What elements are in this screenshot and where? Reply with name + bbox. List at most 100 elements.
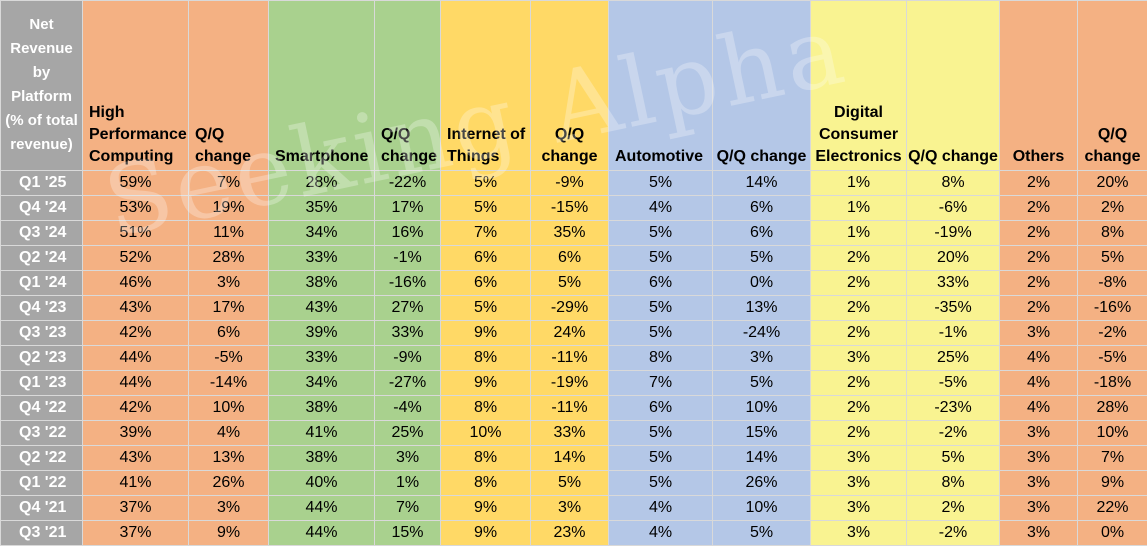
- table-cell: 33%: [375, 321, 441, 346]
- table-cell: 3%: [811, 346, 907, 371]
- table-cell: 34%: [269, 371, 375, 396]
- table-cell: -15%: [531, 196, 609, 221]
- table-cell: 44%: [83, 371, 189, 396]
- table-cell: 7%: [441, 221, 531, 246]
- table-cell: 2%: [1000, 271, 1078, 296]
- table-cell: 3%: [189, 496, 269, 521]
- table-cell: 5%: [609, 246, 713, 271]
- table-cell: 3%: [1000, 521, 1078, 546]
- table-cell: 7%: [1078, 446, 1147, 471]
- table-cell: 2%: [1000, 171, 1078, 196]
- table-cell: 4%: [609, 196, 713, 221]
- table-cell: 6%: [531, 246, 609, 271]
- table-cell: 13%: [713, 296, 811, 321]
- table-cell: 3%: [375, 446, 441, 471]
- row-quarter-label: Q4 '22: [1, 396, 83, 421]
- table-cell: 10%: [713, 396, 811, 421]
- table-cell: 33%: [907, 271, 1000, 296]
- table-cell: 25%: [907, 346, 1000, 371]
- table-cell: 44%: [269, 496, 375, 521]
- table-cell: 4%: [1000, 346, 1078, 371]
- table-cell: 39%: [83, 421, 189, 446]
- table-cell: 5%: [713, 246, 811, 271]
- table-cell: 26%: [713, 471, 811, 496]
- table-cell: 0%: [713, 271, 811, 296]
- table-cell: 51%: [83, 221, 189, 246]
- table-cell: 9%: [189, 521, 269, 546]
- table-cell: 10%: [1078, 421, 1147, 446]
- row-quarter-label: Q3 '22: [1, 421, 83, 446]
- table-cell: -16%: [1078, 296, 1147, 321]
- table-cell: -23%: [907, 396, 1000, 421]
- table-cell: -5%: [189, 346, 269, 371]
- table-cell: 2%: [811, 246, 907, 271]
- column-header: Q/Q change: [713, 1, 811, 171]
- table-cell: -27%: [375, 371, 441, 396]
- row-quarter-label: Q1 '24: [1, 271, 83, 296]
- table-cell: 38%: [269, 271, 375, 296]
- table-cell: 15%: [713, 421, 811, 446]
- table-cell: -11%: [531, 346, 609, 371]
- table-cell: 43%: [83, 296, 189, 321]
- table-cell: 5%: [713, 521, 811, 546]
- table-cell: -9%: [375, 346, 441, 371]
- table-cell: 3%: [811, 521, 907, 546]
- table-cell: 3%: [189, 271, 269, 296]
- table-cell: 5%: [441, 196, 531, 221]
- table-cell: 8%: [907, 171, 1000, 196]
- table-cell: 43%: [83, 446, 189, 471]
- table-cell: -14%: [189, 371, 269, 396]
- table-cell: 5%: [441, 296, 531, 321]
- table-cell: 26%: [189, 471, 269, 496]
- table-cell: 9%: [441, 496, 531, 521]
- row-quarter-label: Q1 '23: [1, 371, 83, 396]
- table-cell: 3%: [1000, 471, 1078, 496]
- table-cell: 4%: [609, 521, 713, 546]
- table-cell: -4%: [375, 396, 441, 421]
- table-cell: 44%: [83, 346, 189, 371]
- table-cell: 6%: [713, 196, 811, 221]
- table-cell: 38%: [269, 396, 375, 421]
- row-quarter-label: Q4 '21: [1, 496, 83, 521]
- table-cell: 4%: [1000, 371, 1078, 396]
- table-cell: 4%: [189, 421, 269, 446]
- table-cell: -8%: [1078, 271, 1147, 296]
- column-header: Digital Consumer Electronics: [811, 1, 907, 171]
- row-quarter-label: Q3 '21: [1, 521, 83, 546]
- table-cell: 3%: [713, 346, 811, 371]
- row-quarter-label: Q2 '24: [1, 246, 83, 271]
- table-cell: 8%: [907, 471, 1000, 496]
- table-cell: 46%: [83, 271, 189, 296]
- table-cell: -6%: [907, 196, 1000, 221]
- table-cell: 3%: [1000, 446, 1078, 471]
- table-cell: 17%: [189, 296, 269, 321]
- table-cell: -2%: [907, 521, 1000, 546]
- table-cell: 6%: [713, 221, 811, 246]
- column-header: High Performance Computing: [83, 1, 189, 171]
- table-cell: 9%: [441, 371, 531, 396]
- table-cell: 5%: [441, 171, 531, 196]
- table-cell: 37%: [83, 521, 189, 546]
- table-cell: 3%: [811, 471, 907, 496]
- table-cell: 8%: [441, 396, 531, 421]
- table-cell: 5%: [609, 221, 713, 246]
- table-cell: 9%: [1078, 471, 1147, 496]
- row-quarter-label: Q2 '22: [1, 446, 83, 471]
- row-quarter-label: Q4 '23: [1, 296, 83, 321]
- row-quarter-label: Q1 '22: [1, 471, 83, 496]
- row-quarter-label: Q3 '23: [1, 321, 83, 346]
- table-cell: 11%: [189, 221, 269, 246]
- table-cell: -19%: [907, 221, 1000, 246]
- table-cell: 19%: [189, 196, 269, 221]
- table-cell: 59%: [83, 171, 189, 196]
- table-cell: 5%: [531, 471, 609, 496]
- table-cell: 5%: [713, 371, 811, 396]
- table-cell: 8%: [609, 346, 713, 371]
- table-cell: 9%: [441, 321, 531, 346]
